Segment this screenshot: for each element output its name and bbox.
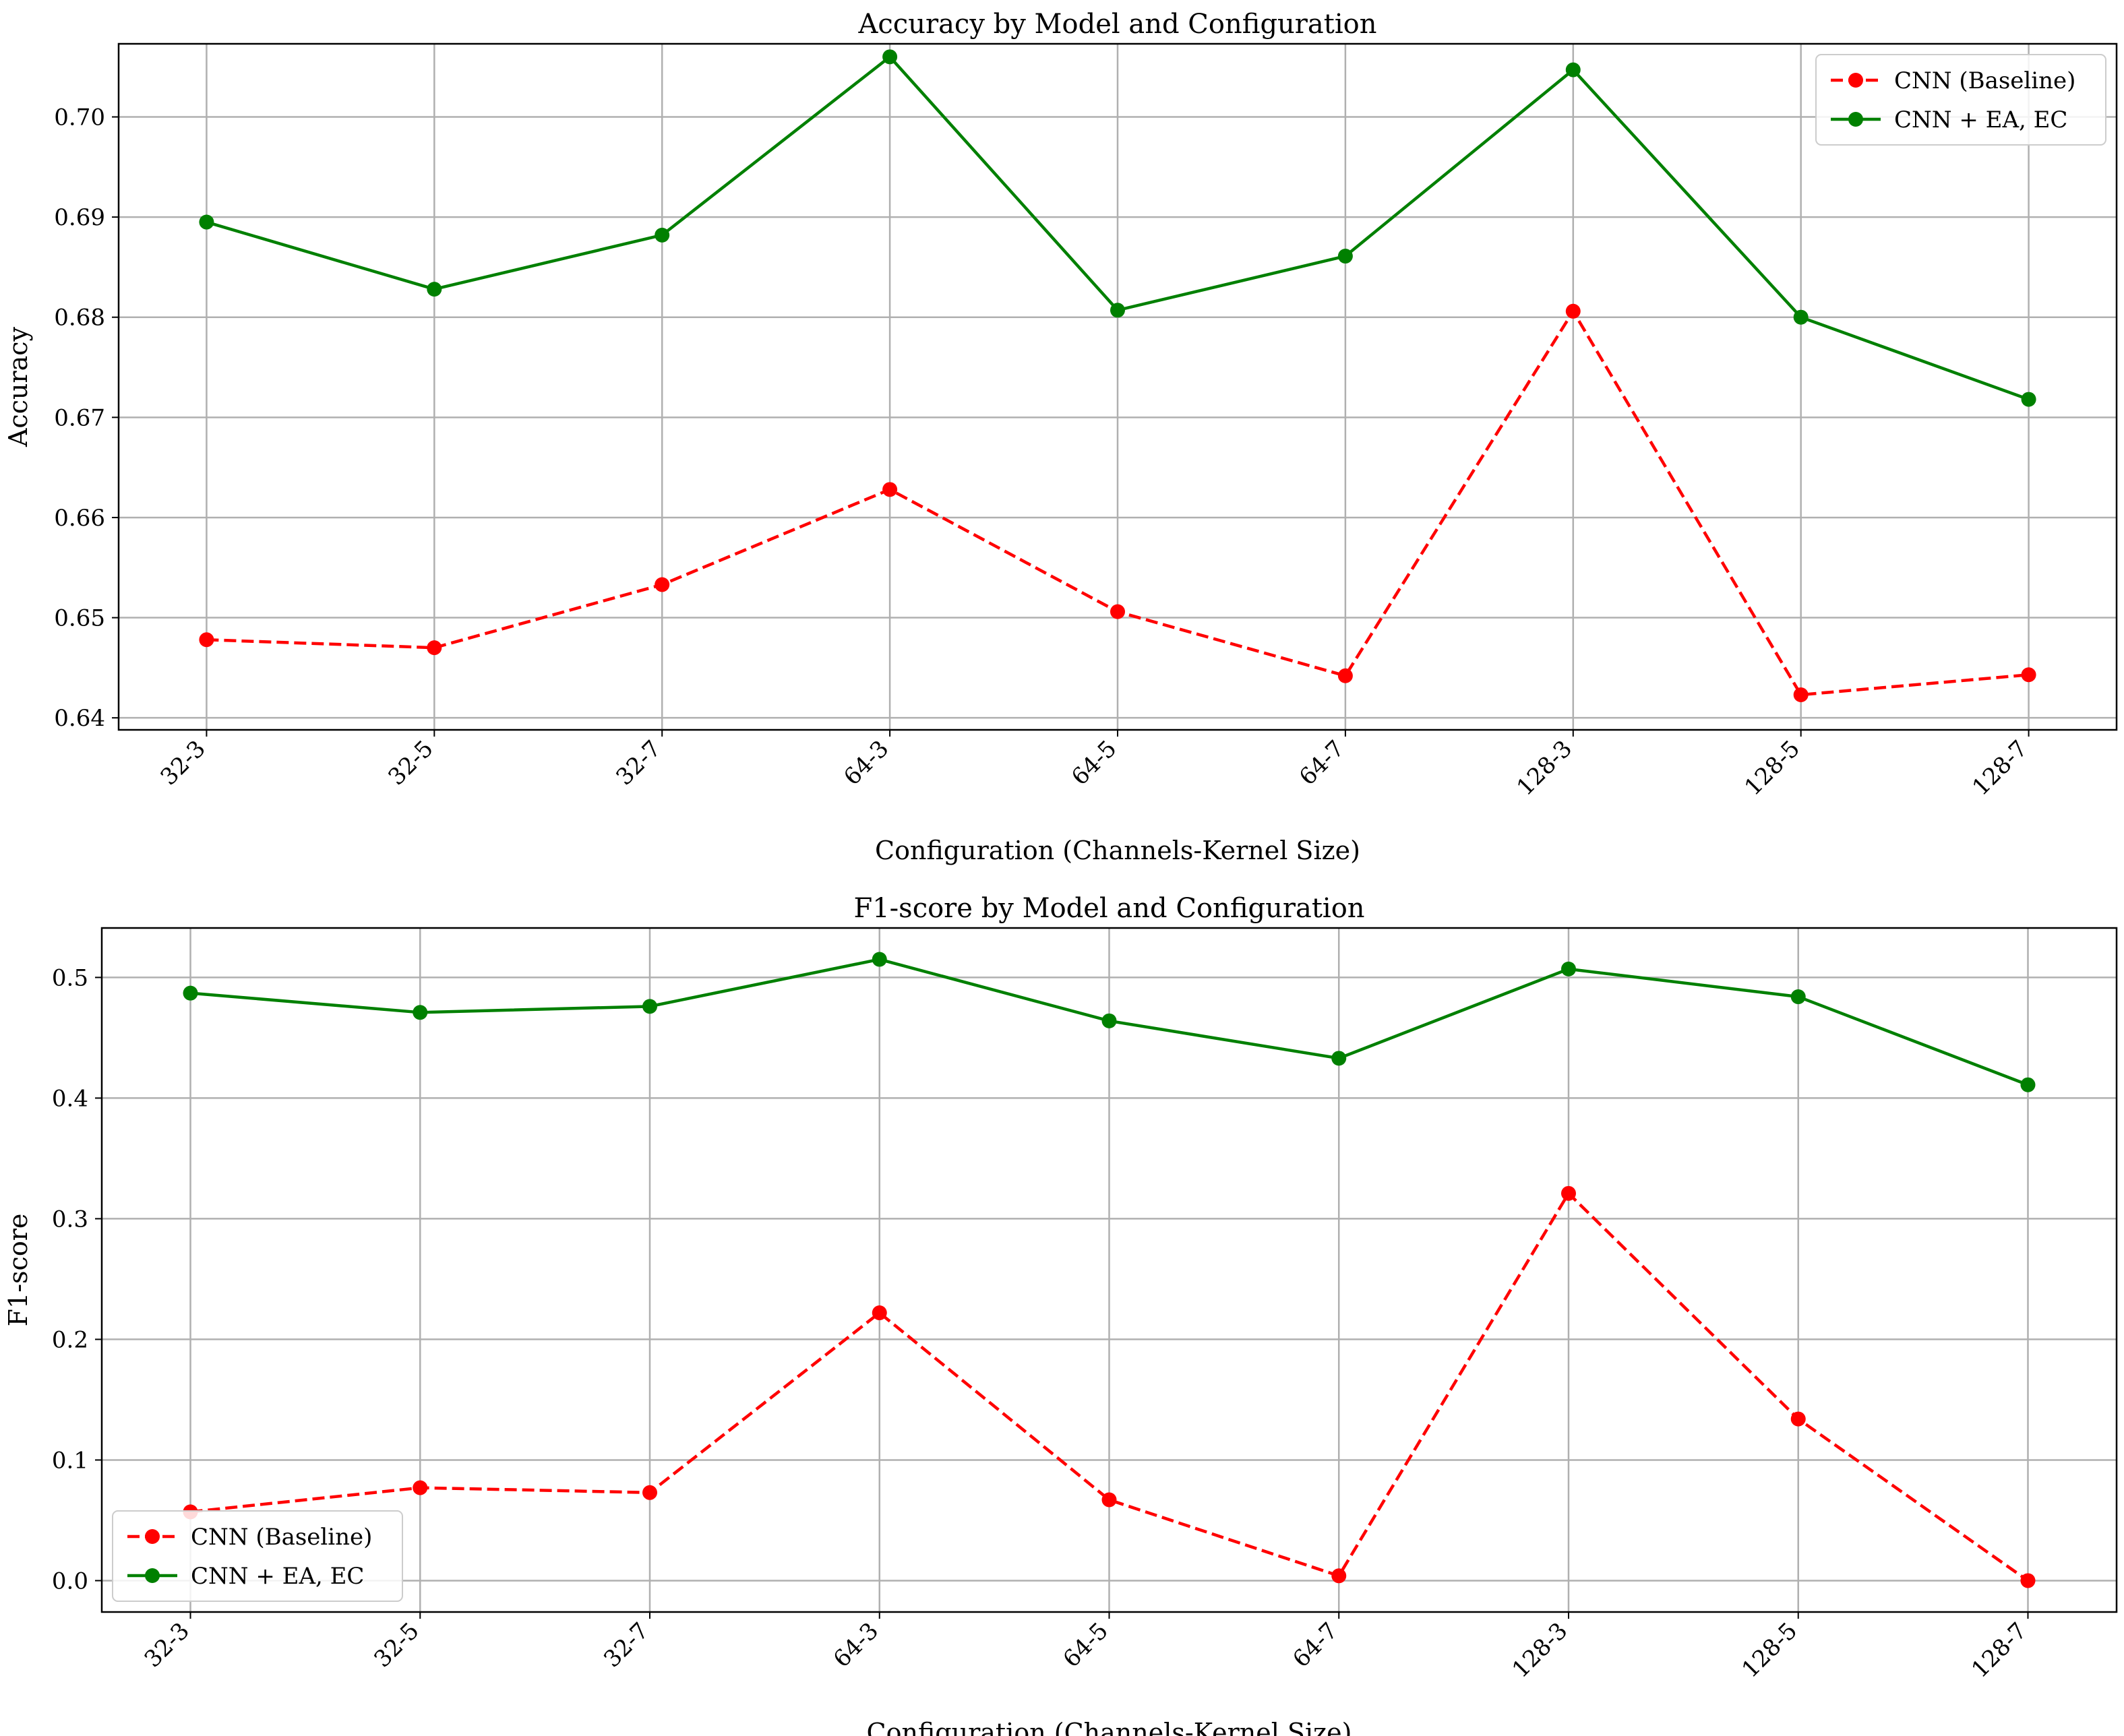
legend-marker (145, 1529, 160, 1544)
y-tick-label: 0.0 (52, 1568, 88, 1594)
x-tick-label: 64-7 (1287, 1617, 1343, 1673)
y-axis-label: Accuracy (3, 326, 33, 447)
data-point (642, 999, 658, 1014)
legend: CNN (Baseline) CNN + EA, EC (1815, 54, 2106, 146)
x-tick-label: 128-7 (1966, 1617, 2032, 1683)
x-tick-label: 128-3 (1512, 735, 1578, 801)
chart-2: 0.0 0.1 0.2 0.3 0.4 0.5 32-3 32-5 32-7 64-3 64-5 64… (3, 893, 2118, 1736)
data-point (2020, 1077, 2036, 1092)
x-axis-label: Configuration (Channels-Kernel Size) (867, 1718, 1352, 1736)
data-point (1790, 989, 1806, 1005)
data-point (199, 214, 214, 230)
x-tick-label: 32-7 (599, 1617, 654, 1673)
y-tick-label: 0.68 (54, 305, 105, 332)
data-point (1331, 1051, 1347, 1066)
legend-label: CNN (Baseline) (191, 1524, 372, 1551)
data-point (872, 1305, 887, 1321)
chart-1: 0.64 0.65 0.66 0.67 0.68 0.69 0.70 32-3 32-5 32-7… (3, 9, 2118, 865)
x-tick-label: 64-7 (1294, 735, 1349, 790)
data-point (1793, 687, 1809, 702)
plot-frame (100, 927, 2118, 1613)
x-tick-label: 128-5 (1737, 1617, 1803, 1683)
x-tick-label: 128-5 (1739, 735, 1805, 801)
data-point (1790, 1411, 1806, 1427)
chart-title: Accuracy by Model and Configuration (858, 9, 1377, 40)
x-tick-label: 32-5 (369, 1617, 424, 1673)
x-tick-label: 32-3 (155, 735, 210, 790)
data-point (199, 632, 214, 648)
legend-marker (145, 1568, 160, 1583)
plot-frame (117, 42, 2118, 731)
y-tick-label: 0.1 (52, 1447, 88, 1474)
y-tick-label: 0.65 (54, 605, 105, 632)
data-point (427, 640, 442, 656)
data-point (2020, 1573, 2036, 1588)
series-line-1 (190, 1191, 2029, 1582)
data-point (427, 282, 442, 297)
y-tick-label: 0.4 (52, 1085, 88, 1112)
data-point (882, 482, 898, 497)
x-tick-label: 64-3 (839, 735, 894, 790)
y-tick-label: 0.67 (54, 404, 105, 431)
data-point (1565, 303, 1581, 319)
data-point (1110, 604, 1125, 619)
y-tick-label: 0.70 (54, 104, 105, 131)
legend-label: CNN + EA, EC (191, 1563, 364, 1590)
y-tick-label: 0.5 (52, 964, 88, 991)
legend-box (112, 1510, 403, 1602)
legend-marker (1848, 73, 1863, 88)
y-tick-label: 0.64 (54, 705, 105, 732)
data-point (1331, 1568, 1347, 1584)
legend: CNN (Baseline) CNN + EA, EC (112, 1510, 403, 1602)
data-point (1793, 309, 1809, 325)
data-point (413, 1480, 428, 1495)
x-tick-label: 128-7 (1967, 735, 2033, 801)
data-point (1565, 62, 1581, 78)
legend-label: CNN (Baseline) (1894, 67, 2075, 94)
x-axis-label: Configuration (Channels-Kernel Size) (875, 836, 1360, 865)
data-point (2021, 667, 2036, 683)
legend-label: CNN + EA, EC (1894, 106, 2067, 133)
chart-title: F1-score by Model and Configuration (853, 893, 1364, 924)
data-point (1101, 1492, 1117, 1508)
data-point (882, 49, 898, 65)
data-point (1337, 249, 1353, 264)
x-tick-label: 64-3 (828, 1617, 884, 1673)
legend-box (1815, 54, 2106, 146)
y-tick-label: 0.2 (52, 1326, 88, 1353)
data-point (655, 227, 670, 243)
x-tick-label: 128-3 (1507, 1617, 1573, 1683)
data-point (642, 1485, 658, 1500)
x-tick-label: 64-5 (1066, 735, 1122, 790)
y-tick-label: 0.3 (52, 1206, 88, 1233)
data-point (2021, 392, 2036, 407)
data-point (183, 985, 198, 1001)
x-tick-label: 32-5 (383, 735, 438, 790)
x-tick-label: 64-5 (1058, 1617, 1114, 1673)
data-point (1560, 961, 1576, 976)
data-point (413, 1005, 428, 1020)
legend-marker (1848, 112, 1863, 127)
data-point (1110, 303, 1125, 318)
data-point (655, 577, 670, 592)
x-tick-label: 32-7 (611, 735, 666, 790)
data-point (1337, 668, 1353, 683)
y-axis-label: F1-score (3, 1214, 33, 1327)
data-point (872, 952, 887, 967)
y-tick-label: 0.66 (54, 505, 105, 532)
data-point (1560, 1185, 1576, 1201)
data-point (1101, 1013, 1117, 1028)
x-tick-label: 32-3 (140, 1617, 195, 1673)
y-tick-label: 0.69 (54, 204, 105, 231)
